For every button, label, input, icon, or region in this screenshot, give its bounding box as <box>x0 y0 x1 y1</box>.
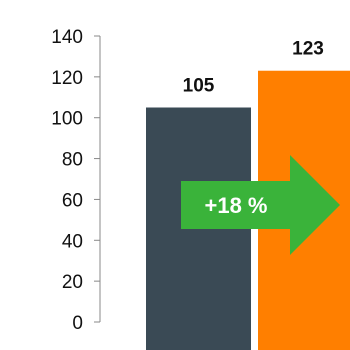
growth-arrow: +18 % <box>181 155 340 255</box>
y-tick-label: 20 <box>62 272 83 293</box>
value-label-2: 123 <box>292 39 324 60</box>
y-tick-label: 120 <box>51 68 83 89</box>
value-label-1: 105 <box>183 76 215 97</box>
y-tick-label: 0 <box>72 313 83 334</box>
value-labels: 105 123 <box>183 39 324 97</box>
y-tick-label: 60 <box>62 190 83 211</box>
y-axis-ticks: 0 20 40 60 80 100 120 140 <box>51 27 100 334</box>
y-tick-label: 80 <box>62 150 83 171</box>
growth-arrow-label: +18 % <box>205 193 268 218</box>
growth-arrow-shape <box>181 155 340 255</box>
y-tick-label: 100 <box>51 109 83 130</box>
y-tick-label: 40 <box>62 231 83 252</box>
y-tick-label: 140 <box>51 27 83 48</box>
